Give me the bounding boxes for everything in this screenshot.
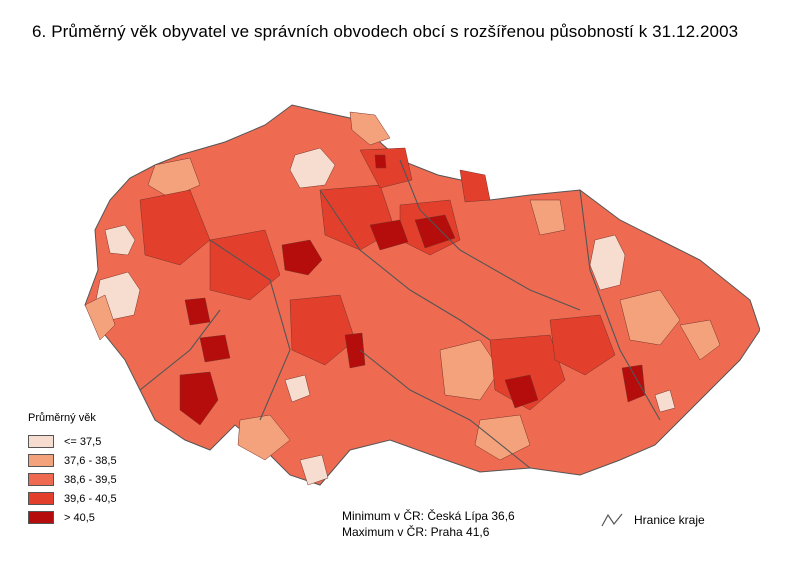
district-light [349,111,391,146]
district-light [529,199,566,236]
district-dark [179,371,219,426]
district-light [474,414,531,461]
legend-item: 38,6 - 39,5 [28,470,117,489]
legend-item: > 40,5 [28,508,117,527]
district-lightest [589,234,626,291]
district-lightest [654,389,676,413]
legend-item: 37,6 - 38,5 [28,451,117,470]
country-shape [84,104,760,486]
legend-swatch [28,435,54,448]
choropleth-map [84,104,760,486]
legend-item: <= 37,5 [28,432,117,451]
district-mid [459,169,491,203]
boundary-legend: Hranice kraje [600,512,705,528]
stats-maximum: Maximum v ČR: Praha 41,6 [342,525,490,539]
legend-title: Průměrný věk [28,412,96,424]
district-lightest [299,454,329,486]
district-dark [621,364,646,403]
district-patches [84,111,721,486]
district-mid [549,314,616,376]
district-dark [281,239,323,276]
region-boundaries [139,159,661,469]
district-light [439,339,501,401]
district-dark [369,219,409,251]
district-mid [289,294,356,366]
legend-label: 39,6 - 40,5 [64,492,117,505]
legend-swatch [28,454,54,467]
stats-minimum: Minimum v ČR: Česká Lípa 36,6 [342,509,515,523]
legend-swatch [28,511,54,524]
legend: Průměrný věk <= 37,5 37,6 - 38,5 38,6 - … [28,412,117,527]
district-mid [209,229,281,301]
boundary-label: Hranice kraje [634,513,705,527]
district-light [237,414,291,461]
district-mid [139,189,211,266]
legend-label: 37,6 - 38,5 [64,454,117,467]
legend-swatch [28,492,54,505]
district-lightest [104,224,136,256]
district-dark [199,334,231,363]
legend-swatch [28,473,54,486]
district-dark [184,297,211,326]
district-light [679,319,721,361]
district-lightest [289,147,336,189]
legend-item: 39,6 - 40,5 [28,489,117,508]
district-light [619,289,681,346]
district-dark [344,332,366,369]
legend-label: > 40,5 [64,511,95,524]
map-title: 6. Průměrný věk obyvatel ve správních ob… [32,22,739,41]
district-dark [504,374,539,409]
district-mid [489,334,566,411]
district-dark [374,154,387,169]
legend-label: <= 37,5 [64,435,102,448]
district-lightest [284,374,311,403]
boundary-line-icon [601,513,623,527]
district-dark [414,214,456,249]
legend-label: 38,6 - 39,5 [64,473,117,486]
district-light [84,294,116,341]
stats-block: Minimum v ČR: Česká Lípa 36,6 Maximum v … [342,508,515,540]
